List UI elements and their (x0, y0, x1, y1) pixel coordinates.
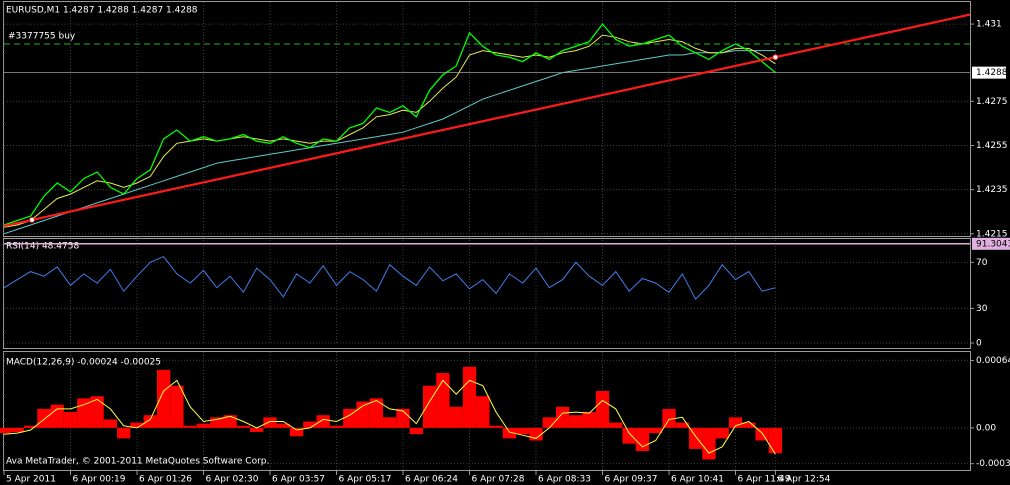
level-box (972, 237, 1010, 250)
macd-bar (662, 408, 676, 428)
macd-bar (263, 417, 277, 428)
x-tick-label: 6 Apr 12:54 (777, 475, 830, 485)
y-tick-label: 0.00064 (976, 356, 1010, 366)
macd-bar (196, 423, 211, 428)
macd-bar (396, 408, 410, 428)
price-box-label: 1.4288 (976, 68, 1008, 78)
price-line (3, 23, 776, 226)
macd-bar (675, 422, 689, 428)
macd-bar (728, 417, 743, 428)
macd-bar (130, 422, 144, 428)
trend-anchor (772, 54, 779, 61)
macd-bar (37, 408, 51, 428)
macd-bar (688, 427, 703, 449)
macd-bar (542, 417, 556, 428)
macd-bar (476, 396, 490, 428)
moving-average (3, 50, 776, 235)
macd-bar (622, 427, 636, 444)
macd-bar (369, 398, 384, 428)
macd-bar (555, 406, 570, 428)
macd-bar (595, 390, 610, 428)
macd-bar (23, 425, 38, 428)
macd-bar (210, 417, 224, 428)
y-tick-label: 70 (976, 258, 988, 268)
macd-bar (117, 427, 131, 439)
x-tick-label: 6 Apr 03:57 (272, 475, 325, 485)
x-tick-label: 6 Apr 08:33 (538, 475, 591, 485)
macd-bar (489, 425, 503, 428)
macd-bar (316, 415, 330, 428)
signal-line (3, 379, 776, 455)
macd-bar (502, 427, 517, 439)
rsi-title: RSI(14) 48.4758 (6, 242, 79, 252)
macd-bar (449, 406, 463, 428)
macd-bar (409, 427, 423, 435)
y-tick-label: 1.4275 (976, 97, 1008, 107)
y-tick-label: 1.4255 (976, 141, 1008, 151)
x-tick-label: 6 Apr 06:24 (405, 475, 458, 485)
macd-bar (768, 427, 783, 454)
macd-bar (702, 427, 716, 460)
macd-bar (10, 427, 24, 433)
x-tick-label: 6 Apr 07:28 (472, 475, 525, 485)
x-tick-label: 6 Apr 10:41 (671, 475, 724, 485)
macd-bar (582, 412, 596, 428)
macd-bar (715, 427, 729, 439)
y-tick-label: 1.431 (976, 20, 1002, 30)
macd-bar (635, 427, 650, 452)
macd-bar (50, 404, 64, 428)
macd-bar (103, 419, 118, 428)
trend-anchor (29, 216, 35, 223)
x-tick-label: 6 Apr 00:19 (73, 475, 126, 485)
macd-bar (183, 425, 197, 428)
macd-bar (329, 425, 344, 428)
macd-bar (276, 423, 290, 428)
macd-bar (343, 408, 357, 428)
macd-bar (236, 425, 251, 428)
macd-bar (90, 396, 104, 428)
x-tick-label: 6 Apr 11:49 (738, 475, 791, 485)
price-box (972, 66, 1006, 79)
macd-bar (0, 427, 11, 434)
macd-bar (569, 415, 583, 428)
order-label: #3377755 buy (8, 31, 76, 41)
macd-bar (170, 385, 184, 428)
macd-bar (383, 417, 397, 428)
macd-bar (303, 421, 317, 428)
macd-bar (289, 427, 304, 437)
x-tick-label: 6 Apr 01:26 (139, 475, 192, 485)
y-tick-label: 30 (976, 304, 988, 314)
macd-bar (742, 422, 756, 428)
x-tick-label: 6 Apr 05:17 (339, 475, 392, 485)
macd-bar (250, 427, 264, 433)
macd-bar (436, 373, 450, 428)
rsi-panel (3, 238, 971, 349)
x-tick-label: 6 Apr 02:30 (206, 475, 259, 485)
y-tick-label: -0.00034 (976, 459, 1010, 469)
price-title: EURUSD,M1 1.4287 1.4288 1.4287 1.4288 (6, 6, 198, 16)
y-tick-label: 0 (976, 339, 982, 349)
y-tick-label: 1.4235 (976, 185, 1008, 195)
x-tick-label: 5 Apr 2011 (6, 475, 56, 485)
rsi-line (3, 255, 776, 301)
macd-title: MACD(12,26,9) -0.00024 -0.00025 (6, 358, 161, 368)
level-label: 91.3043 (976, 239, 1010, 249)
macd-bar (63, 412, 78, 428)
trendline (3, 13, 971, 228)
copyright: Ava MetaTrader, © 2001-2011 MetaQuotes S… (6, 457, 269, 467)
macd-bar (223, 415, 237, 428)
macd-bar (755, 427, 769, 441)
macd-bar (516, 427, 530, 435)
macd-bar (649, 427, 663, 434)
macd-bar (143, 415, 157, 428)
y-tick-label: 0.00 (976, 423, 996, 433)
macd-bar (156, 369, 171, 428)
y-tick-label: 1.4215 (976, 229, 1008, 239)
macd-panel (3, 351, 971, 471)
x-tick-label: 6 Apr 09:37 (605, 475, 658, 485)
macd-bar (422, 385, 437, 428)
macd-bar (462, 366, 477, 428)
macd-bar (609, 422, 623, 428)
